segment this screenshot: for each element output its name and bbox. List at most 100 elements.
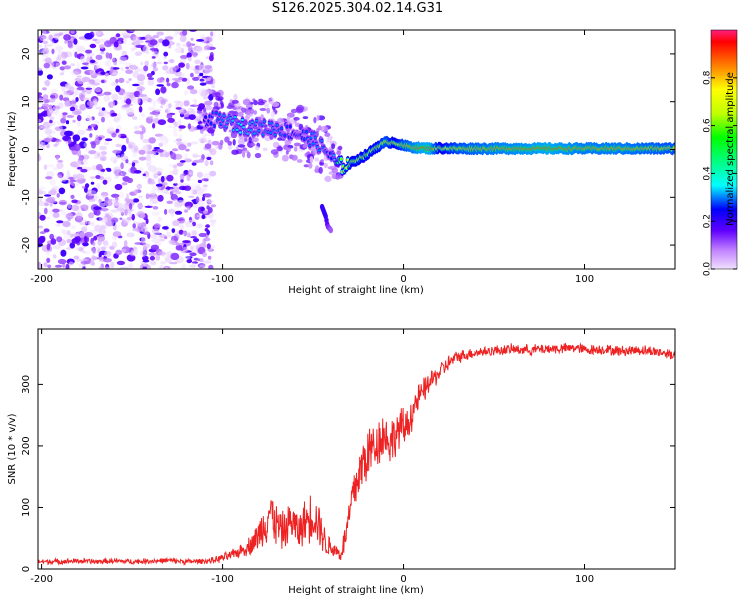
heatmap-noise-cell: [90, 181, 95, 185]
heatmap-noise-cell: [157, 178, 162, 184]
heatmap-noise-cell: [152, 123, 156, 129]
heatmap-noise-cell: [140, 226, 148, 233]
heatmap-noise-cell: [206, 76, 211, 81]
heatmap-noise-cell: [43, 137, 52, 143]
heatmap-noise-cell: [209, 170, 217, 177]
heatmap-noise-cell: [250, 143, 256, 147]
heatmap-noise-cell: [64, 130, 73, 137]
heatmap-noise-cell: [114, 205, 118, 209]
heatmap-noise-cell: [46, 257, 51, 263]
heatmap-noise-cell: [131, 162, 136, 167]
heatmap-noise-cell: [97, 240, 102, 246]
heatmap-noise-cell: [78, 141, 87, 149]
heatmap-noise-cell: [285, 150, 289, 155]
heatmap-noise-cell: [251, 137, 259, 143]
heatmap-noise-cell: [38, 201, 46, 207]
heatmap-noise-cell: [160, 140, 169, 145]
heatmap-noise-cell: [76, 159, 82, 166]
heatmap-noise-cell: [40, 124, 49, 130]
heatmap-noise-cell: [95, 58, 99, 66]
heatmap-noise-cell: [204, 143, 212, 149]
heatmap-noise-cell: [181, 186, 186, 191]
heatmap-noise-cell: [152, 170, 157, 174]
heatmap-noise-cell: [78, 247, 84, 252]
heatmap-noise-cell: [160, 86, 167, 94]
heatmap-noise-cell: [70, 177, 74, 185]
heatmap-noise-cell: [66, 239, 72, 244]
heatmap-noise-cell: [156, 77, 164, 83]
heatmap-noise-cell: [64, 100, 70, 108]
heatmap-noise-cell: [91, 142, 96, 149]
heatmap-noise-cell: [182, 231, 190, 237]
heatmap-noise-cell: [293, 142, 301, 147]
heatmap-noise-cell: [89, 133, 93, 138]
heatmap-noise-cell: [53, 143, 58, 147]
heatmap-ridge-core: [283, 134, 287, 137]
heatmap-noise-cell: [180, 55, 188, 60]
heatmap-noise-cell: [198, 199, 203, 202]
heatmap-noise-cell: [125, 137, 129, 144]
heatmap-noise-cell: [150, 234, 158, 239]
heatmap-noise-cell: [145, 163, 152, 167]
heatmap-noise-cell: [199, 72, 204, 77]
heatmap-noise-cell: [79, 230, 85, 238]
heatmap-noise-cell: [124, 91, 132, 96]
heatmap-noise-cell: [175, 242, 180, 246]
heatmap-noise-cell: [100, 51, 105, 55]
heatmap-noise-cell: [296, 159, 303, 163]
heatmap-noise-cell: [204, 100, 213, 106]
heatmap-noise-cell: [101, 109, 108, 116]
heatmap-noise-cell: [282, 154, 289, 162]
heatmap-noise-cell: [152, 67, 159, 72]
snr-x-axis-label: Height of straight line (km): [288, 585, 424, 596]
heatmap-noise-cell: [141, 95, 150, 101]
heatmap-ridge-core: [250, 121, 254, 124]
heatmap-noise-cell: [145, 150, 152, 155]
heatmap-noise-cell: [149, 48, 159, 51]
heatmap-noise-cell: [104, 242, 110, 248]
heatmap-noise-cell: [153, 231, 161, 236]
heatmap-noise-cell: [81, 137, 88, 142]
heatmap-noise-cell: [126, 30, 135, 34]
heatmap-noise-cell: [257, 101, 265, 106]
heatmap-noise-cell: [49, 119, 53, 124]
heatmap-noise-cell: [100, 71, 106, 75]
heatmap-noise-cell: [161, 150, 168, 158]
heatmap-noise-cell: [101, 116, 105, 123]
heatmap-noise-cell: [160, 175, 165, 183]
heatmap-noise-cell: [206, 199, 212, 205]
heatmap-noise-cell: [153, 223, 161, 229]
heatmap-noise-cell: [174, 121, 178, 128]
heatmap-noise-cell: [244, 137, 248, 142]
heatmap-ridge-core: [231, 119, 235, 122]
heatmap-noise-cell: [111, 193, 120, 198]
heatmap-noise-cell: [164, 208, 168, 215]
heatmap-noise-cell: [43, 262, 48, 268]
heatmap-noise-cell: [38, 261, 42, 269]
heatmap-ridge-core: [255, 119, 258, 123]
heatmap-noise-cell: [43, 207, 48, 215]
heatmap-noise-cell: [95, 106, 102, 110]
heatmap-noise-cell: [149, 260, 157, 266]
heatmap-noise-cell: [192, 189, 198, 195]
heatmap-noise-cell: [84, 235, 88, 243]
heatmap-noise-cell: [116, 154, 121, 159]
heatmap-noise-cell: [199, 78, 205, 82]
heatmap-noise-cell: [134, 51, 142, 57]
heatmap-noise-cell: [320, 159, 324, 163]
heatmap-noise-cell: [277, 117, 284, 124]
heatmap-noise-cell: [136, 183, 143, 190]
heatmap-ridge-core: [280, 127, 283, 130]
heatmap-noise-cell: [173, 127, 177, 134]
heatmap-noise-cell: [108, 126, 114, 132]
heatmap-noise-cell: [204, 89, 213, 94]
heatmap-noise-cell: [200, 128, 204, 134]
heatmap-noise-cell: [125, 69, 133, 74]
heatmap-noise-cell: [197, 188, 205, 195]
heatmap-noise-cell: [140, 133, 144, 140]
heatmap-ridge-core: [260, 123, 264, 126]
heatmap-ridge-core: [273, 133, 277, 136]
heatmap-noise-cell: [181, 77, 188, 82]
heatmap-noise-cell: [258, 98, 264, 102]
heatmap-noise-cell: [110, 198, 119, 202]
